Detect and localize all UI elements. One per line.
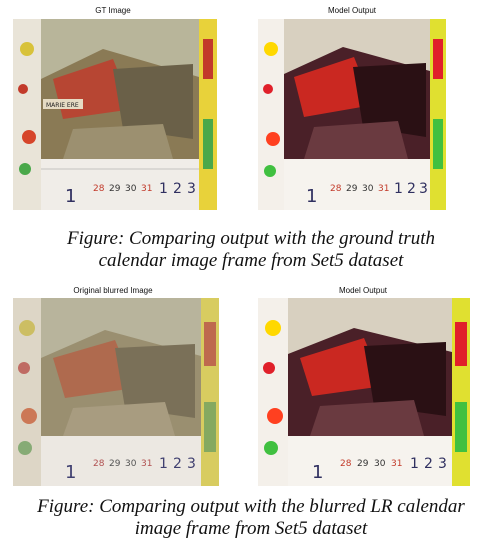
svg-text:28: 28 [93,459,105,469]
model-output-art-1: 1 28 29 30 31 1 2 3 [258,19,446,210]
svg-text:2: 2 [173,181,182,197]
svg-text:1: 1 [159,181,168,197]
figure1-left-panel: GT Image MARIE ERE 1 [10,6,217,210]
svg-text:1: 1 [410,456,419,472]
figure2-caption-line2: image frame from Set5 dataset [134,518,368,539]
blurred-image: 1 28 29 30 31 1 2 3 [13,298,219,486]
figure2-caption-line1: Figure: Comparing output with the blurre… [37,496,465,517]
svg-text:31: 31 [141,184,152,194]
blurred-calendar-dates: 28 29 30 31 1 2 3 [93,456,196,472]
svg-text:30: 30 [374,459,386,469]
output1-big-day: 1 [306,186,317,207]
figure1-left-title: GT Image [95,6,131,15]
svg-text:1: 1 [159,456,168,472]
svg-text:2: 2 [407,181,416,197]
svg-text:30: 30 [362,184,374,194]
figure1-caption-line1: Figure: Comparing output with the ground… [66,228,436,249]
output2-big-day: 1 [312,462,323,483]
svg-text:30: 30 [125,184,137,194]
gt-sign-text: MARIE ERE [46,102,79,109]
svg-text:1: 1 [394,181,403,197]
figure1-right-title: Model Output [327,6,377,15]
gt-image: MARIE ERE 1 28 29 30 31 1 2 3 [13,19,217,210]
svg-text:3: 3 [187,456,196,472]
model-output-art-2: 1 28 29 30 31 1 2 3 [258,298,470,486]
svg-text:28: 28 [93,184,105,194]
svg-text:3: 3 [419,181,428,197]
figure1-right-panel: Model Output 1 28 29 30 31 1 [256,6,448,210]
figure2-right-panel: Model Output 1 28 29 30 31 1 [256,286,470,486]
svg-text:2: 2 [424,456,433,472]
gt-image-art: MARIE ERE 1 28 29 30 31 1 2 3 [13,19,217,210]
figure2-left-title: Original blurred Image [73,286,153,295]
gt-calendar-dates: 28 29 30 31 1 2 3 [93,181,196,197]
svg-text:3: 3 [187,181,196,197]
svg-text:31: 31 [141,459,152,469]
svg-text:29: 29 [357,459,369,469]
output1-calendar-dates: 28 29 30 31 1 2 3 [330,181,428,197]
figure1-caption-line2: calendar image frame from Set5 dataset [98,250,404,271]
figure2-left-panel: Original blurred Image 1 28 29 30 31 [10,286,219,486]
gt-big-day: 1 [65,186,76,207]
svg-text:28: 28 [330,184,342,194]
blurred-big-day: 1 [65,462,76,483]
figure2-caption: Figure: Comparing output with the blurre… [0,496,502,540]
model-output-image-2: 1 28 29 30 31 1 2 3 [258,298,470,486]
svg-text:2: 2 [173,456,182,472]
output2-calendar-dates: 28 29 30 31 1 2 3 [340,456,447,472]
svg-text:29: 29 [109,459,121,469]
svg-text:31: 31 [378,184,389,194]
svg-text:3: 3 [438,456,447,472]
model-output-image-1: 1 28 29 30 31 1 2 3 [258,19,446,210]
svg-text:31: 31 [391,459,402,469]
svg-text:29: 29 [109,184,121,194]
svg-text:29: 29 [346,184,358,194]
blurred-image-art: 1 28 29 30 31 1 2 3 [13,298,219,486]
figure2-right-title: Model Output [338,286,388,295]
svg-text:30: 30 [125,459,137,469]
figure1-caption: Figure: Comparing output with the ground… [0,228,502,272]
svg-text:28: 28 [340,459,352,469]
